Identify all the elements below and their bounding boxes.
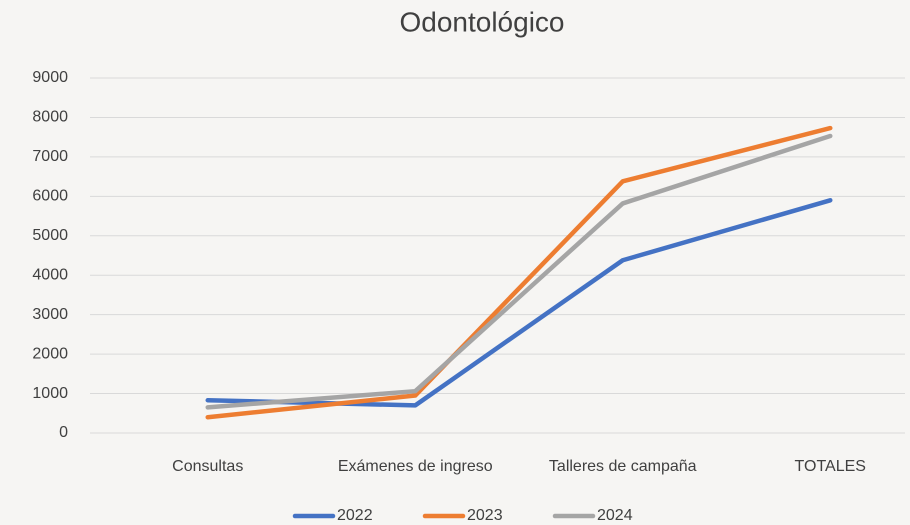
y-tick-label: 6000 [32,188,68,205]
y-tick-label: 0 [59,424,68,441]
y-tick-label: 7000 [32,148,68,165]
x-tick-label: TOTALES [795,458,866,475]
y-tick-label: 2000 [32,345,68,362]
legend-label: 2024 [597,507,633,524]
y-tick-label: 9000 [32,69,68,86]
legend-label: 2022 [337,507,373,524]
y-tick-label: 8000 [32,109,68,126]
y-tick-label: 1000 [32,385,68,402]
series-line [205,125,833,420]
legend-label: 2023 [467,507,503,524]
series-line [205,133,833,410]
y-tick-label: 4000 [32,266,68,283]
x-tick-label: Exámenes de ingreso [338,458,493,475]
y-tick-label: 3000 [32,306,68,323]
y-tick-label: 5000 [32,227,68,244]
chart-title: Odontológico [399,6,564,37]
x-tick-label: Talleres de campaña [549,458,697,475]
x-tick-label: Consultas [172,458,243,475]
series-line [205,198,833,408]
